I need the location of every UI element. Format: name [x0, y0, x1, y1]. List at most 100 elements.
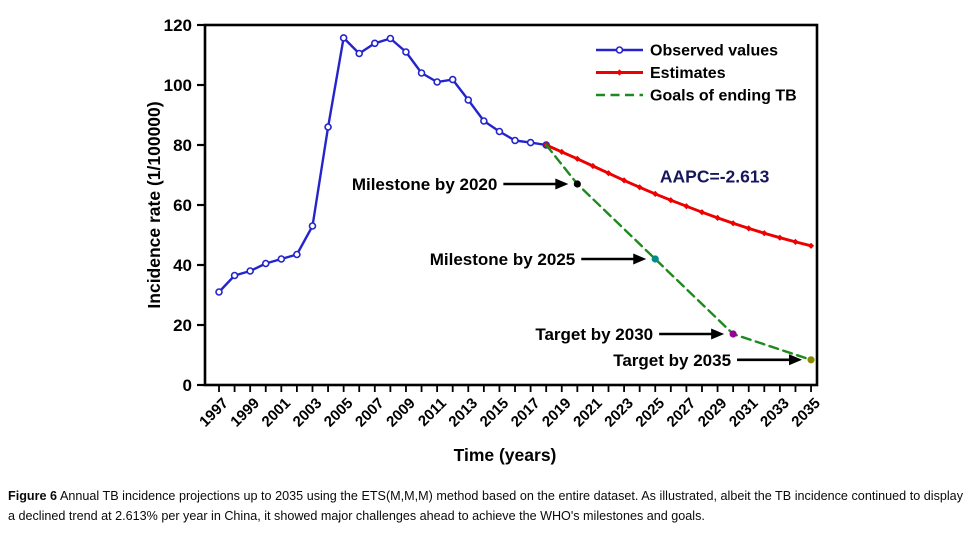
x-tick-label: 2027 [664, 395, 700, 431]
x-tick-label: 2007 [352, 395, 388, 431]
data-point-marker [730, 220, 737, 227]
legend: Observed values Estimates Goals of ending … [596, 43, 797, 105]
aapc-annotation: AAPC=-2.613 [660, 167, 770, 187]
data-point-marker [745, 225, 752, 232]
data-point-marker [277, 255, 286, 263]
annotation-label: Milestone by 2025 [430, 250, 576, 269]
y-tick-label: 60 [173, 196, 192, 215]
x-tick-label: 2035 [788, 395, 824, 431]
data-point-marker [652, 190, 659, 197]
x-tick-label: 2033 [757, 395, 793, 431]
legend-item-observed-values: Observed values [596, 43, 778, 60]
annotation-dot [807, 356, 815, 364]
data-point-marker [355, 49, 364, 58]
x-tick-label: 2003 [290, 395, 326, 431]
data-point-marker [261, 259, 270, 268]
annotation-target-by-2035: Target by 2035 [613, 351, 815, 370]
legend-item-goals-of-ending-tb: Goals of ending TB [596, 88, 797, 105]
data-point-marker [370, 39, 379, 48]
annotation-label: Target by 2030 [535, 325, 653, 344]
data-point-marker [293, 250, 301, 259]
x-tick-label: 1997 [196, 395, 232, 431]
data-point-marker [433, 78, 441, 86]
figure-caption: Figure 6 Annual TB incidence projections… [8, 487, 963, 527]
data-point-marker [714, 214, 721, 221]
data-point-marker [589, 162, 597, 170]
data-point-marker [386, 34, 395, 43]
x-tick-label: 2023 [601, 395, 637, 431]
annotation-dot [651, 255, 659, 263]
data-point-marker [558, 148, 565, 155]
series-line [544, 143, 813, 248]
chart-area: 0 20 40 60 80 100 120 1997 1999 2001 2003 2005 2007 2… [144, 16, 824, 465]
data-point-marker [698, 209, 706, 216]
legend-label: Estimates [650, 65, 726, 82]
data-point-marker [495, 127, 504, 136]
data-point-marker [792, 238, 799, 245]
data-point-marker [480, 117, 488, 125]
series-line [217, 36, 548, 294]
data-point-marker [215, 288, 223, 296]
annotation-milestone-by-2020: Milestone by 2020 [352, 175, 581, 194]
annotation-arrowhead [633, 253, 647, 265]
y-tick-label: 80 [173, 136, 192, 155]
data-point-marker [511, 136, 519, 145]
annotation-label: Target by 2035 [613, 351, 731, 370]
legend-marker [615, 46, 624, 54]
x-tick-label: 2005 [321, 395, 357, 431]
x-axis-ticks: 1997199920012003200520072009201120132015… [196, 385, 824, 430]
data-point-marker [464, 96, 473, 104]
data-point-marker [807, 242, 815, 249]
data-point-marker [776, 234, 783, 241]
legend-label: Goals of ending TB [650, 88, 797, 105]
data-point-marker [605, 170, 612, 177]
x-tick-label: 2011 [415, 395, 450, 430]
data-point-marker [324, 123, 332, 131]
annotation-dot [729, 330, 737, 338]
legend-label: Observed values [650, 43, 778, 60]
annotation-milestone-by-2025: Milestone by 2025 [430, 250, 659, 269]
y-tick-label: 100 [164, 76, 192, 95]
series-goals-of-ending-tb [545, 143, 813, 361]
data-point-marker [308, 222, 317, 230]
data-point-marker [230, 271, 239, 280]
data-point-marker [526, 138, 535, 147]
figure-caption-text: Annual TB incidence projections up to 20… [8, 489, 963, 523]
y-axis-title: Incidence rate (1/100000) [144, 101, 164, 308]
annotation-dot [573, 180, 581, 188]
legend-item-estimates: Estimates [596, 65, 726, 82]
x-tick-label: 2029 [695, 395, 731, 431]
data-point-marker [761, 230, 768, 237]
series-estimates [543, 141, 815, 249]
x-tick-label: 2031 [726, 395, 762, 431]
data-point-marker [246, 267, 254, 275]
data-point-marker [683, 203, 690, 210]
x-tick-label: 2019 [539, 395, 575, 431]
annotation-label: Milestone by 2020 [352, 175, 498, 194]
tb-incidence-chart: 0204060801001201997199920012003200520072… [144, 16, 824, 465]
x-tick-label: 2013 [445, 395, 481, 431]
x-tick-label: 2001 [259, 395, 295, 431]
x-tick-label: 2017 [508, 395, 544, 431]
annotation-arrowhead [789, 354, 803, 366]
data-point-marker [667, 197, 674, 204]
x-tick-label: 2021 [570, 395, 606, 431]
x-tick-label: 2009 [383, 395, 419, 431]
y-tick-label: 120 [164, 16, 192, 35]
x-tick-label: 1999 [227, 395, 263, 431]
x-tick-label: 2015 [477, 395, 513, 431]
annotation-arrowhead [555, 178, 569, 190]
series-line [545, 143, 813, 361]
annotation-target-by-2030: Target by 2030 [535, 325, 737, 344]
y-tick-label: 0 [183, 376, 192, 395]
data-point-marker [620, 177, 628, 184]
x-axis-title: Time (years) [454, 445, 557, 465]
data-point-marker [448, 75, 457, 84]
data-point-marker [417, 69, 426, 77]
figure-caption-label: Figure 6 [8, 489, 58, 503]
y-axis-ticks: 0 20 40 60 80 100 120 [164, 16, 205, 395]
annotation-arrowhead [711, 328, 725, 340]
series-observed-values [215, 34, 550, 296]
x-tick-label: 2025 [632, 395, 668, 431]
